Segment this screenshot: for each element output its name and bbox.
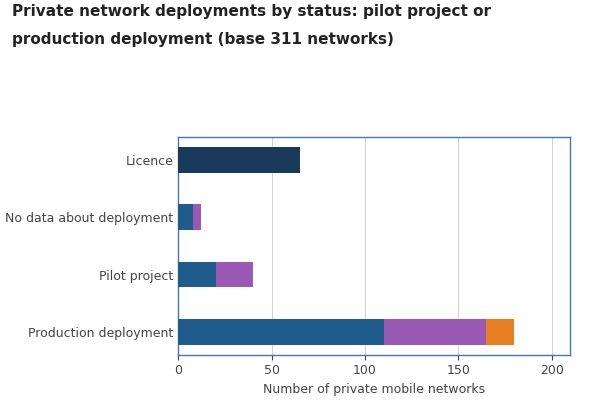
Text: production deployment (base 311 networks): production deployment (base 311 networks… xyxy=(12,32,394,47)
Bar xyxy=(178,204,193,230)
Bar xyxy=(486,319,514,345)
Bar xyxy=(178,319,384,345)
Bar xyxy=(216,262,253,287)
Bar xyxy=(193,204,201,230)
Text: Private network deployments by status: pilot project or: Private network deployments by status: p… xyxy=(12,4,491,19)
Bar xyxy=(178,262,216,287)
X-axis label: Number of private mobile networks: Number of private mobile networks xyxy=(263,383,485,396)
Bar xyxy=(384,319,486,345)
Legend: LTE, 5G, LTE and 5G, Network technology unknown: LTE, 5G, LTE and 5G, Network technology … xyxy=(18,93,431,116)
Bar xyxy=(178,147,299,173)
